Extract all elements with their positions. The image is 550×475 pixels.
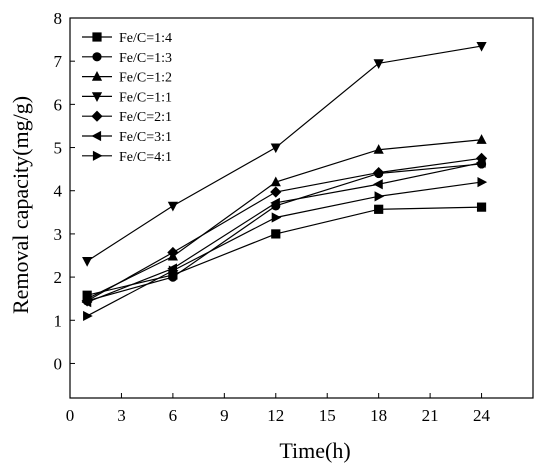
data-point bbox=[168, 272, 178, 282]
data-point bbox=[167, 246, 179, 259]
x-tick-label: 6 bbox=[169, 406, 178, 425]
data-point bbox=[168, 265, 179, 276]
data-point bbox=[373, 144, 384, 154]
legend-label: Fe/C=2:1 bbox=[119, 110, 172, 125]
data-point bbox=[83, 310, 93, 322]
y-tick-label: 3 bbox=[54, 225, 63, 244]
legend-marker bbox=[91, 92, 103, 102]
data-point bbox=[477, 176, 488, 188]
data-point bbox=[476, 41, 487, 52]
x-tick-label: 0 bbox=[66, 406, 75, 425]
series-Fe/C=2:1 bbox=[81, 152, 488, 307]
legend-marker bbox=[92, 32, 102, 42]
legend-item: Fe/C=1:4 bbox=[82, 31, 172, 46]
data-point bbox=[271, 229, 281, 239]
data-point bbox=[270, 197, 280, 208]
x-tick-label: 12 bbox=[267, 406, 284, 425]
legend-item: Fe/C=1:1 bbox=[82, 90, 172, 105]
series-line bbox=[86, 181, 482, 317]
x-tick-label: 18 bbox=[370, 406, 387, 425]
y-tick-label: 7 bbox=[54, 52, 63, 71]
series-layer bbox=[81, 41, 488, 322]
legend-marker bbox=[92, 150, 103, 161]
data-point bbox=[373, 179, 383, 190]
y-tick-label: 2 bbox=[54, 268, 63, 287]
data-point bbox=[374, 204, 384, 214]
legend-marker bbox=[92, 52, 102, 62]
data-point bbox=[82, 257, 93, 267]
y-tick-label: 5 bbox=[54, 139, 63, 158]
legend-item: Fe/C=3:1 bbox=[82, 130, 172, 145]
y-tick-label: 1 bbox=[54, 311, 63, 330]
data-point bbox=[270, 186, 282, 198]
data-point bbox=[374, 191, 385, 202]
plot-frame bbox=[69, 17, 534, 399]
data-point bbox=[373, 166, 385, 179]
legend-label: Fe/C=1:3 bbox=[119, 51, 172, 66]
data-point bbox=[81, 297, 92, 308]
data-point bbox=[373, 59, 384, 69]
series-Fe/C=1:1 bbox=[82, 41, 487, 267]
legend-item: Fe/C=2:1 bbox=[82, 110, 172, 125]
legend-item: Fe/C=1:2 bbox=[82, 71, 172, 86]
legend-label: Fe/C=4:1 bbox=[119, 150, 172, 165]
data-point bbox=[475, 152, 488, 164]
series-Fe/C=4:1 bbox=[83, 176, 488, 322]
series-line bbox=[87, 206, 482, 296]
legend-item: Fe/C=1:3 bbox=[82, 51, 172, 66]
y-tick-label: 8 bbox=[54, 9, 63, 28]
x-tick-label: 21 bbox=[422, 406, 439, 425]
legend-marker bbox=[91, 71, 103, 81]
x-tick-label: 3 bbox=[117, 406, 126, 425]
x-axis-label: Time(h) bbox=[279, 438, 350, 463]
legend-label: Fe/C=3:1 bbox=[119, 130, 172, 145]
y-tick-label: 4 bbox=[54, 182, 63, 201]
x-tick-label: 9 bbox=[220, 406, 229, 425]
legend-marker bbox=[91, 130, 102, 142]
legend: Fe/C=1:4 Fe/C=1:3 Fe/C=1:2 Fe/C=1:1 Fe/C=2:1… bbox=[82, 31, 172, 165]
data-point bbox=[270, 143, 281, 154]
data-point bbox=[167, 201, 178, 212]
legend-item: Fe/C=4:1 bbox=[82, 150, 172, 165]
data-point bbox=[271, 212, 282, 223]
y-axis-label: Removal capacity(mg/g) bbox=[8, 96, 33, 314]
legend-label: Fe/C=1:2 bbox=[119, 71, 172, 86]
data-point bbox=[475, 157, 486, 168]
legend-label: Fe/C=1:1 bbox=[119, 90, 172, 105]
x-tick-label: 15 bbox=[319, 406, 336, 425]
legend-marker bbox=[91, 110, 103, 122]
data-point bbox=[476, 202, 487, 212]
y-tick-label: 6 bbox=[54, 95, 63, 114]
y-tick-label: 0 bbox=[54, 354, 63, 373]
legend-label: Fe/C=1:4 bbox=[119, 31, 172, 46]
data-point bbox=[476, 134, 487, 144]
x-tick-label: 24 bbox=[473, 406, 491, 425]
data-point bbox=[270, 176, 281, 187]
